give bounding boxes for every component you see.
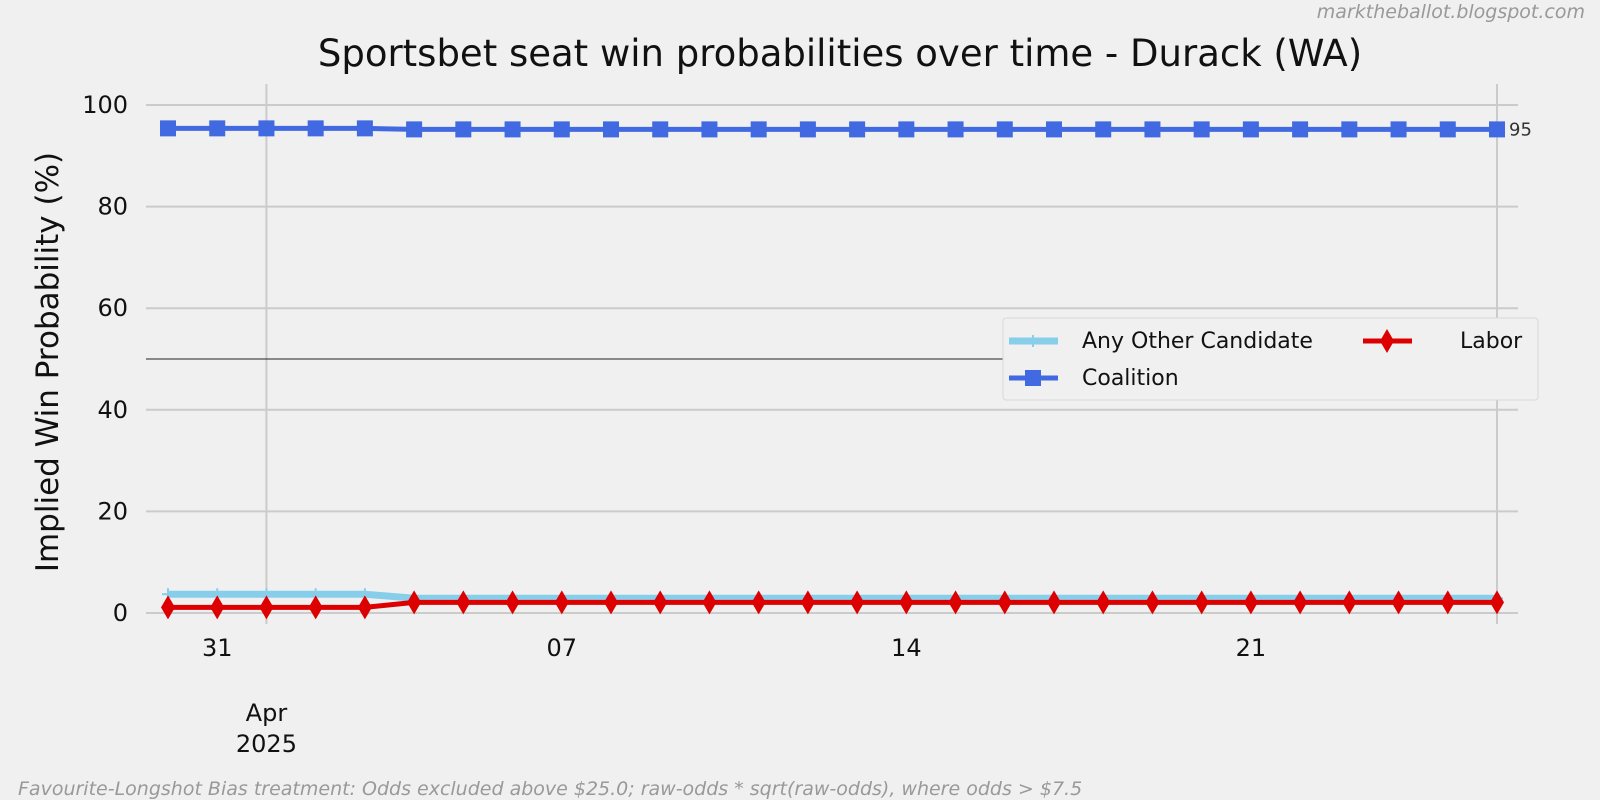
data-point-coalition-25 [1390, 121, 1407, 138]
chart-title: Sportsbet seat win probabilities over ti… [318, 32, 1362, 75]
x-tick-label-21: 21 [1236, 634, 1267, 662]
data-point-coalition-2 [258, 120, 275, 137]
data-point-labor-1 [210, 595, 225, 620]
data-point-coalition-11 [701, 121, 718, 138]
data-point-labor-22 [1243, 590, 1258, 615]
data-point-coalition-16 [947, 121, 964, 138]
data-point-coalition-18 [1046, 121, 1062, 138]
data-point-coalition-20 [1144, 121, 1161, 138]
data-point-labor-23 [1293, 590, 1308, 615]
series-layer [160, 120, 1505, 620]
data-point-coalition-22 [1242, 121, 1259, 138]
data-point-labor-15 [899, 590, 914, 615]
data-point-labor-27 [1490, 590, 1504, 615]
legend-item-coalition: Coalition [1009, 366, 1179, 391]
legend-label-coalition: Coalition [1082, 366, 1179, 391]
legend: Any Other Candidate Coalition Labor [1002, 317, 1539, 401]
y-tick-label-20: 20 [97, 497, 128, 525]
data-point-coalition-23 [1292, 121, 1309, 138]
data-point-labor-12 [751, 590, 766, 615]
y-tick-label-80: 80 [97, 193, 128, 221]
data-point-labor-7 [505, 590, 520, 615]
data-point-labor-25 [1391, 590, 1406, 615]
x-tick-label-14: 14 [891, 634, 922, 662]
data-point-coalition-27 [1489, 121, 1505, 138]
y-tick-label-40: 40 [97, 396, 128, 424]
data-point-labor-0 [161, 595, 175, 620]
data-point-labor-6 [456, 590, 471, 615]
series-line-labor [168, 599, 1497, 610]
data-point-labor-11 [702, 590, 717, 615]
legend-label-any-other-candidate: Any Other Candidate [1082, 329, 1313, 354]
x-tick-label-31: 31 [202, 634, 233, 662]
data-point-labor-16 [948, 590, 963, 615]
data-point-labor-2 [259, 595, 274, 620]
series-line-coalition [168, 125, 1497, 132]
data-point-labor-14 [850, 590, 865, 615]
y-ticks: 0 20 40 60 80 100 [82, 91, 128, 627]
data-point-coalition-26 [1439, 121, 1456, 138]
data-point-coalition-10 [652, 121, 669, 138]
legend-item-any-other-candidate: Any Other Candidate [1009, 329, 1313, 354]
data-point-labor-17 [997, 590, 1012, 615]
data-point-coalition-24 [1341, 121, 1358, 138]
series-line-any-other-candidate [168, 590, 1497, 602]
series-coalition [160, 120, 1505, 138]
data-point-coalition-17 [996, 121, 1013, 138]
x-month-label: Apr [246, 699, 288, 727]
grid [146, 84, 1518, 624]
data-point-coalition-6 [455, 121, 472, 138]
x-ticks: 31 07 14 21 Apr 2025 [202, 634, 1266, 758]
data-point-labor-3 [308, 595, 323, 620]
y-tick-label-0: 0 [113, 599, 128, 627]
data-point-labor-21 [1194, 590, 1209, 615]
legend-marker-any-other-candidate [1027, 335, 1039, 347]
data-point-labor-26 [1440, 590, 1455, 615]
data-point-coalition-14 [849, 121, 866, 138]
data-point-labor-13 [800, 590, 815, 615]
data-point-coalition-7 [504, 121, 521, 138]
data-point-labor-9 [604, 590, 618, 615]
footnote: Favourite-Longshot Bias treatment: Odds … [18, 778, 1082, 800]
data-point-labor-8 [554, 590, 569, 615]
legend-marker-labor [1380, 329, 1394, 353]
x-year-label: 2025 [236, 730, 297, 758]
x-tick-label-07: 07 [547, 634, 578, 662]
data-point-labor-10 [653, 590, 668, 615]
y-tick-label-100: 100 [82, 91, 128, 119]
data-point-coalition-13 [799, 121, 816, 138]
data-point-coalition-1 [209, 120, 226, 137]
data-point-coalition-19 [1095, 121, 1112, 138]
watermark: marktheballot.blogspot.com [1317, 1, 1585, 23]
data-point-coalition-3 [307, 120, 324, 137]
data-point-labor-4 [357, 595, 372, 620]
data-point-coalition-21 [1193, 121, 1210, 138]
y-axis-label: Implied Win Probability (%) [30, 152, 66, 572]
data-point-coalition-12 [750, 121, 767, 138]
data-point-labor-24 [1342, 590, 1357, 615]
legend-item-labor: Labor [1363, 329, 1523, 354]
data-point-labor-18 [1047, 590, 1061, 615]
data-point-labor-19 [1096, 590, 1111, 615]
data-point-labor-20 [1145, 590, 1160, 615]
series-labor [161, 590, 1504, 620]
data-point-labor-5 [407, 590, 422, 615]
data-point-coalition-4 [356, 120, 373, 137]
legend-marker-coalition [1025, 370, 1041, 386]
data-point-coalition-9 [603, 121, 619, 138]
data-point-coalition-0 [160, 120, 176, 137]
y-tick-label-60: 60 [97, 294, 128, 322]
coalition-end-label: 95 [1509, 119, 1532, 140]
data-point-coalition-8 [553, 121, 570, 138]
data-point-coalition-15 [898, 121, 915, 138]
data-point-coalition-5 [406, 121, 423, 138]
legend-label-labor: Labor [1460, 329, 1523, 354]
